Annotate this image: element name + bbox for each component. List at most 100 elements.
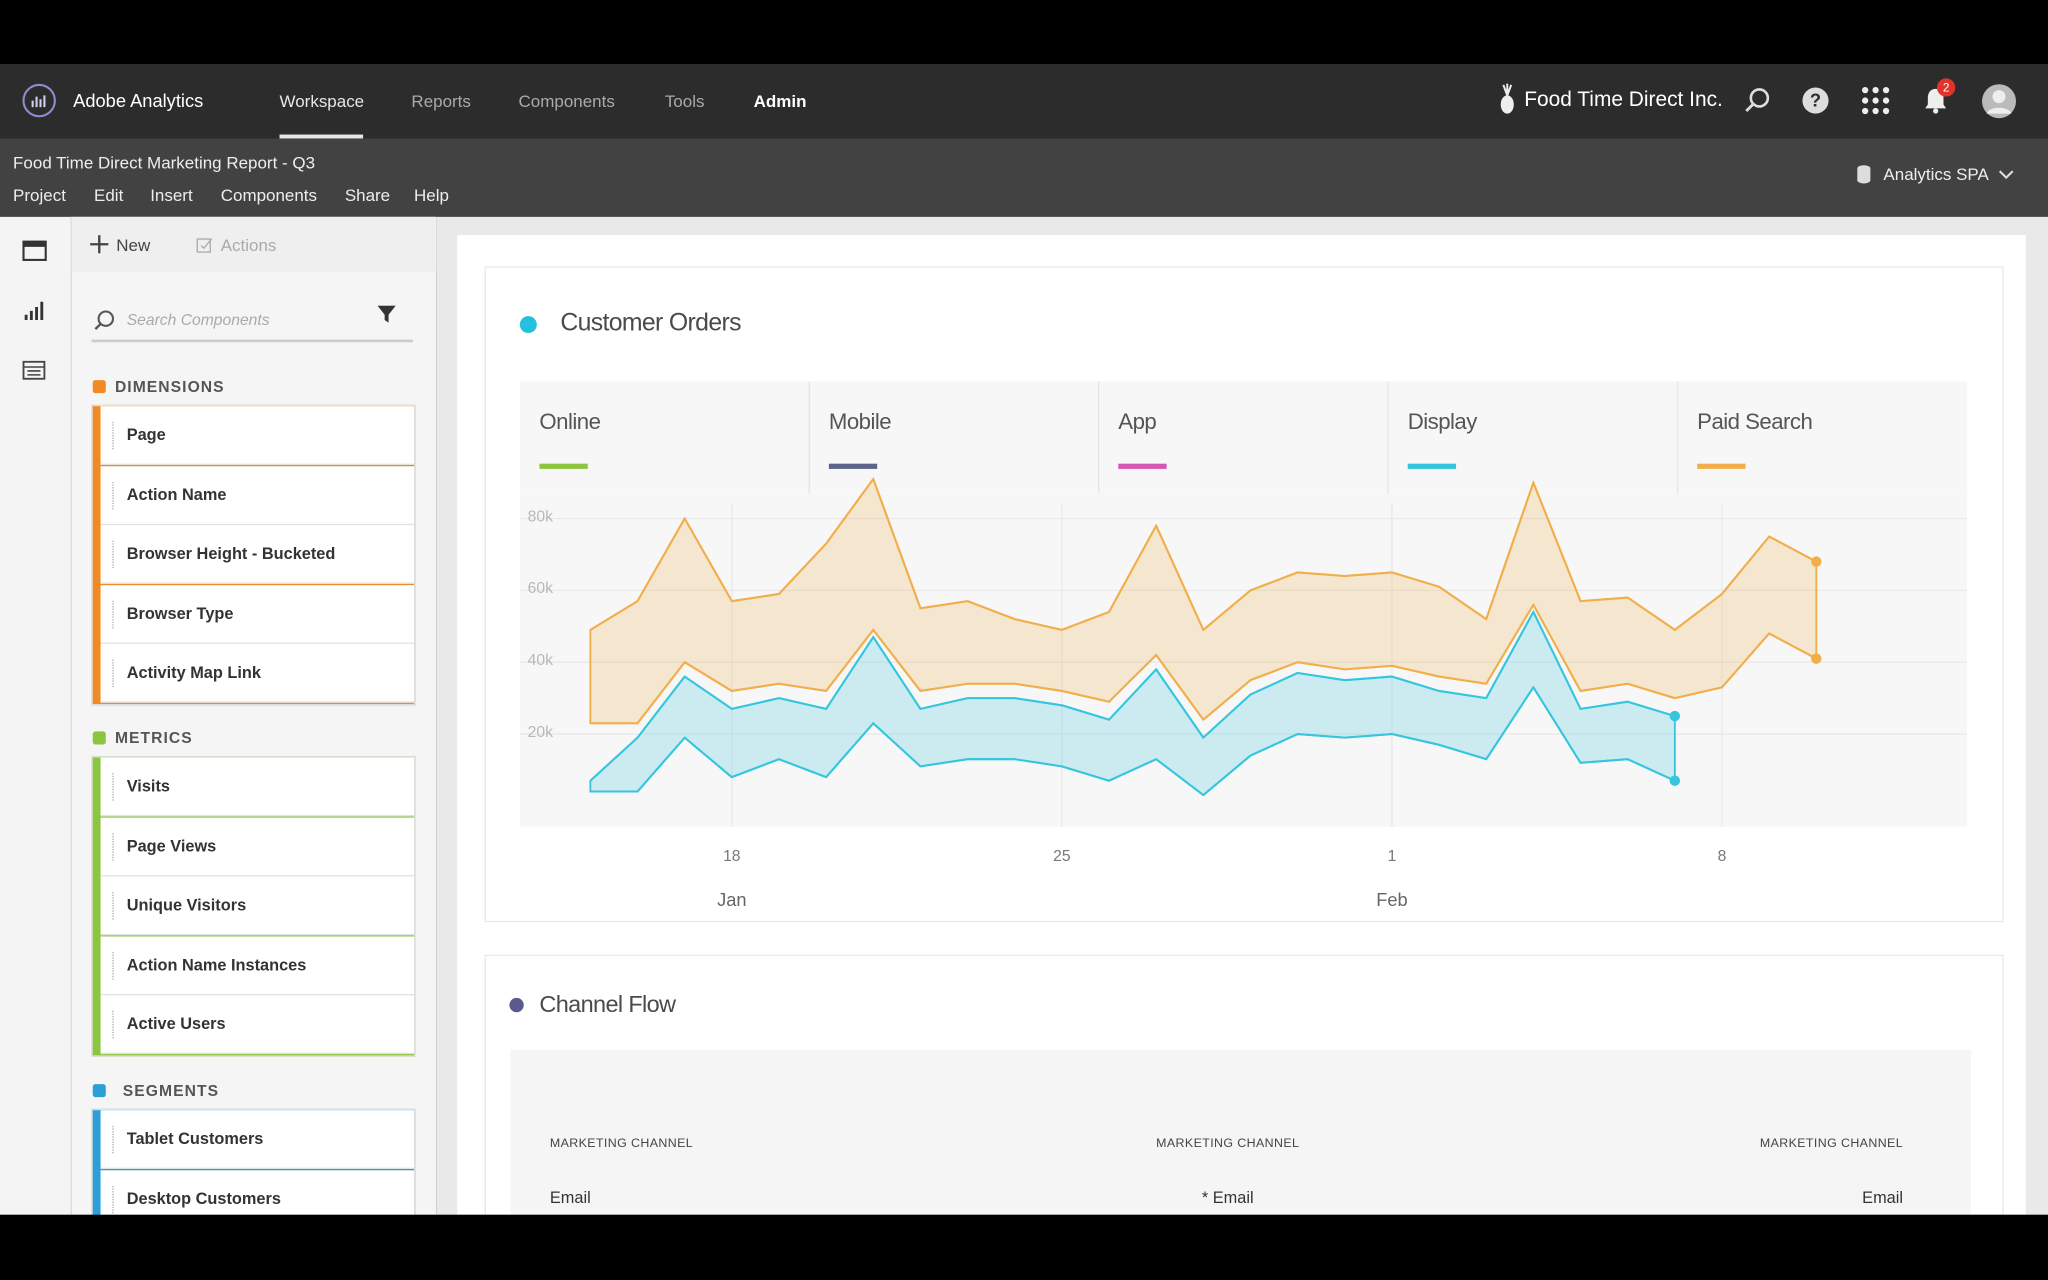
left-rail <box>0 216 72 1280</box>
menu-item[interactable]: Components <box>220 185 318 206</box>
range-line <box>589 610 1676 782</box>
y-tick-label: 80k <box>528 508 553 525</box>
component-item[interactable]: Page <box>100 406 415 465</box>
chart-dot <box>519 316 537 334</box>
app-logo <box>22 83 56 118</box>
x-tick-label: 8 <box>1718 848 1727 865</box>
component-item[interactable]: Browser Type <box>100 584 415 644</box>
column-header: MARKETING CHANNEL <box>1759 1136 1904 1151</box>
search-icon[interactable] <box>1742 85 1773 116</box>
flow-title: Channel Flow <box>539 991 676 1018</box>
component-list: Page Action Name Browser Height - Bucketed… <box>91 404 416 705</box>
app-name: Adobe Analytics <box>73 90 204 112</box>
component-panel <box>71 216 437 1280</box>
components-icon[interactable] <box>22 360 48 381</box>
legend-swatch <box>539 463 588 469</box>
x-tick-label: 18 <box>723 848 741 865</box>
component-item[interactable]: Browser Height - Bucketed <box>100 525 415 584</box>
menu-item[interactable]: Help <box>414 185 449 206</box>
section-icon <box>92 731 106 745</box>
search-underline <box>91 339 413 343</box>
legend-label: Online <box>539 409 600 434</box>
chevron[interactable] <box>1998 170 2014 180</box>
range-line <box>589 477 1817 631</box>
component-item[interactable]: Visits <box>100 757 415 817</box>
company-logo <box>1500 83 1514 114</box>
end-point <box>1811 653 1822 664</box>
report-suite[interactable]: Analytics SPA <box>1883 164 1989 185</box>
column-header: MARKETING CHANNEL <box>549 1136 694 1151</box>
flow-cell[interactable]: Email <box>549 1188 591 1207</box>
plot-bg <box>519 493 1968 827</box>
legend-label: Mobile <box>829 409 891 434</box>
new-icon[interactable] <box>90 235 109 254</box>
legend-swatch <box>828 463 878 469</box>
flow-dot <box>509 997 524 1013</box>
column-header: MARKETING CHANNEL <box>1156 1136 1300 1151</box>
range-line <box>590 603 1817 725</box>
legend-label: Display <box>1408 409 1479 434</box>
end-point <box>1811 556 1822 567</box>
component-item[interactable]: Page Views <box>100 816 415 876</box>
menu-item[interactable]: Project <box>13 185 66 206</box>
legend-bg <box>519 381 1968 494</box>
y-tick-label: 20k <box>528 724 553 741</box>
legend-label: App <box>1118 409 1156 434</box>
chart-card <box>484 266 2004 923</box>
svg-text:?: ? <box>1810 90 1821 111</box>
x-tick-label: 1 <box>1388 848 1397 865</box>
flow-cell[interactable]: * Email <box>1201 1188 1254 1207</box>
legend-label: Paid Search <box>1697 409 1812 434</box>
component-item[interactable]: Tablet Customers <box>100 1110 415 1169</box>
company-name[interactable]: Food Time Direct Inc. <box>1524 88 1723 112</box>
nav-item[interactable]: Workspace <box>279 91 365 112</box>
component-list: Visits Page Views Unique Visitors Action Na… <box>91 756 416 1056</box>
report-suite-icon <box>1857 165 1871 184</box>
avatar[interactable] <box>1981 84 2016 119</box>
range-line <box>590 686 1676 797</box>
actions-button[interactable]: Actions <box>220 235 277 255</box>
legend-swatch <box>1118 463 1167 469</box>
nav-item[interactable]: Reports <box>411 91 471 112</box>
actions-icon <box>196 238 213 253</box>
menu-item[interactable]: Edit <box>94 185 124 206</box>
letterbox <box>0 1214 2048 1280</box>
project-bar <box>0 138 2048 217</box>
legend-swatch <box>1407 463 1457 469</box>
x-month-label: Feb <box>1376 889 1407 910</box>
end-point <box>1669 775 1681 786</box>
nav-item[interactable]: Admin <box>753 91 807 112</box>
end-point <box>1669 710 1681 722</box>
component-list: Tablet Customers Desktop Customers <box>91 1108 416 1231</box>
section-title: SEGMENTS <box>122 1081 220 1100</box>
top-nav <box>0 63 2048 139</box>
filter-icon[interactable] <box>377 305 396 324</box>
help-icon[interactable]: ? <box>1801 86 1830 115</box>
new-button[interactable]: New <box>116 235 151 255</box>
apps-icon[interactable] <box>1861 86 1890 115</box>
menu-item[interactable]: Share <box>344 185 391 206</box>
chart: Online Mobile App Display Paid Search 20k 40k 6… <box>519 381 1968 910</box>
component-item[interactable]: Action Name Instances <box>100 935 415 995</box>
search-input[interactable]: Search Components <box>126 310 270 330</box>
nav-item[interactable]: Tools <box>664 91 705 112</box>
project-title[interactable]: Food Time Direct Marketing Report - Q3 <box>13 152 316 173</box>
flow-cell[interactable]: Email <box>1862 1188 1904 1207</box>
legend-swatch <box>1697 463 1746 469</box>
component-item[interactable]: Unique Visitors <box>100 876 415 936</box>
nav-active-underline <box>279 134 364 139</box>
x-tick-label: 25 <box>1053 848 1071 865</box>
component-item[interactable]: Activity Map Link <box>100 643 415 703</box>
visualizations-icon[interactable] <box>22 299 48 323</box>
section-title: METRICS <box>114 728 193 748</box>
component-item[interactable]: Active Users <box>100 995 415 1055</box>
component-item[interactable]: Action Name <box>100 465 415 525</box>
panels-icon[interactable] <box>22 240 48 261</box>
nav-item[interactable]: Components <box>518 91 615 112</box>
menu-item[interactable]: Insert <box>150 185 193 206</box>
notification-badge: 2 <box>1936 78 1956 97</box>
panel-toolbar <box>71 216 437 272</box>
section-icon <box>92 380 106 394</box>
